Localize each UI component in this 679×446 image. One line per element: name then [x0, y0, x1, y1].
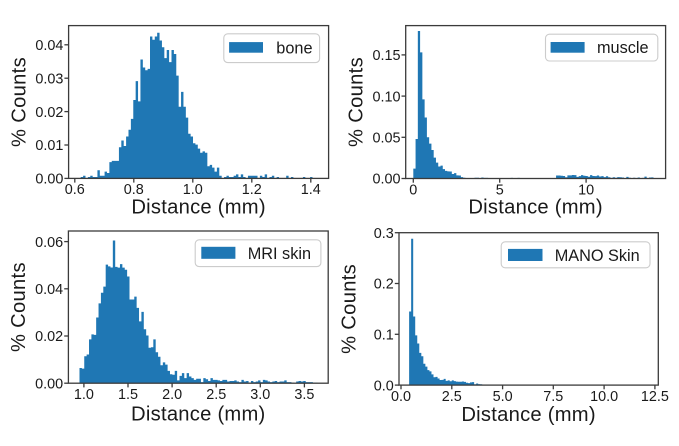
- svg-text:0.3: 0.3: [374, 226, 394, 242]
- svg-text:MRI skin: MRI skin: [248, 245, 311, 263]
- svg-text:10.0: 10.0: [590, 389, 618, 405]
- svg-text:0.05: 0.05: [372, 131, 400, 147]
- svg-text:1.5: 1.5: [118, 387, 138, 403]
- svg-text:2.0: 2.0: [162, 387, 182, 403]
- svg-text:% Counts: % Counts: [8, 57, 30, 147]
- svg-text:0.0: 0.0: [391, 389, 411, 405]
- svg-text:12.5: 12.5: [641, 389, 669, 405]
- svg-text:0.00: 0.00: [35, 172, 63, 188]
- svg-text:0.04: 0.04: [35, 38, 63, 54]
- svg-text:10: 10: [578, 182, 594, 198]
- svg-text:0.8: 0.8: [124, 182, 144, 198]
- svg-text:0: 0: [409, 182, 417, 198]
- svg-text:0.04: 0.04: [35, 282, 63, 298]
- svg-text:muscle: muscle: [597, 39, 649, 57]
- svg-text:1.2: 1.2: [242, 182, 262, 198]
- svg-text:0.0: 0.0: [374, 378, 394, 394]
- svg-text:2.5: 2.5: [206, 387, 226, 403]
- svg-text:bone: bone: [276, 39, 312, 57]
- svg-text:MANO Skin: MANO Skin: [555, 247, 640, 265]
- svg-text:1.0: 1.0: [74, 387, 94, 403]
- svg-text:0.06: 0.06: [35, 235, 63, 251]
- svg-text:2.5: 2.5: [442, 389, 462, 405]
- svg-text:% Counts: % Counts: [345, 57, 367, 147]
- svg-text:Distance (mm): Distance (mm): [131, 196, 265, 218]
- svg-text:0.6: 0.6: [65, 182, 85, 198]
- svg-text:0.15: 0.15: [372, 48, 400, 64]
- svg-text:3.5: 3.5: [294, 387, 314, 403]
- svg-text:0.1: 0.1: [374, 328, 394, 344]
- svg-text:0.2: 0.2: [374, 277, 394, 293]
- svg-text:Distance (mm): Distance (mm): [131, 404, 265, 426]
- svg-text:0.00: 0.00: [372, 172, 400, 188]
- svg-text:0.00: 0.00: [35, 376, 63, 392]
- svg-text:% Counts: % Counts: [339, 264, 361, 354]
- svg-text:0.01: 0.01: [35, 138, 63, 154]
- svg-text:1.4: 1.4: [301, 182, 321, 198]
- svg-text:0.03: 0.03: [35, 71, 63, 87]
- svg-text:7.5: 7.5: [543, 389, 563, 405]
- svg-text:0.02: 0.02: [35, 329, 63, 345]
- svg-text:Distance (mm): Distance (mm): [468, 196, 602, 218]
- svg-text:1.0: 1.0: [183, 182, 203, 198]
- svg-text:Distance (mm): Distance (mm): [461, 404, 595, 426]
- svg-text:5.0: 5.0: [493, 389, 513, 405]
- svg-text:% Counts: % Counts: [8, 262, 30, 352]
- svg-text:0.10: 0.10: [372, 89, 400, 105]
- svg-text:5: 5: [496, 182, 504, 198]
- svg-text:3.0: 3.0: [250, 387, 270, 403]
- svg-text:0.02: 0.02: [35, 105, 63, 121]
